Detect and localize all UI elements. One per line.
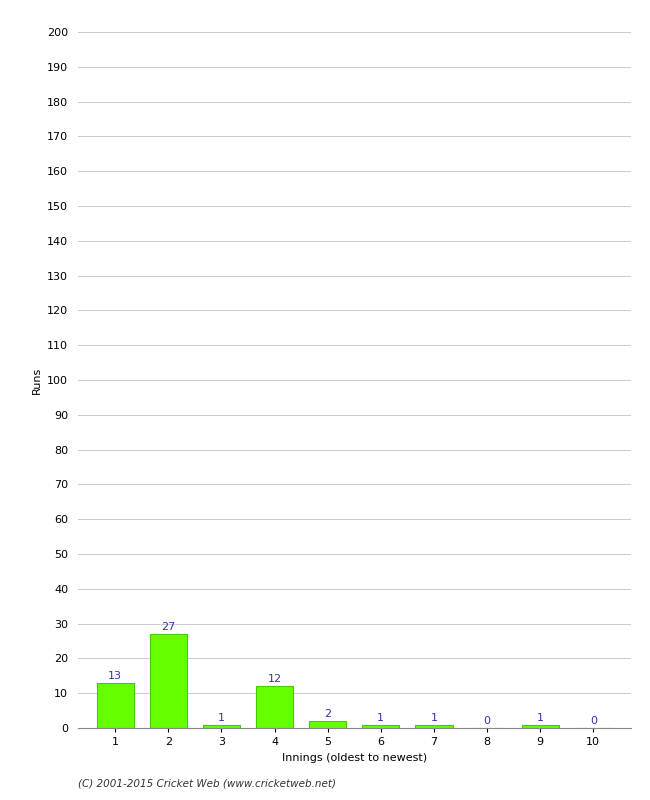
Y-axis label: Runs: Runs <box>32 366 42 394</box>
Text: 12: 12 <box>268 674 281 685</box>
Bar <box>97 682 134 728</box>
Bar <box>150 634 187 728</box>
Bar <box>415 725 452 728</box>
Text: 1: 1 <box>537 713 543 722</box>
Text: 2: 2 <box>324 710 332 719</box>
Text: 0: 0 <box>484 716 491 726</box>
Text: 27: 27 <box>161 622 176 632</box>
Bar <box>521 725 559 728</box>
Text: (C) 2001-2015 Cricket Web (www.cricketweb.net): (C) 2001-2015 Cricket Web (www.cricketwe… <box>78 778 336 788</box>
Text: 0: 0 <box>590 716 597 726</box>
Bar <box>362 725 399 728</box>
Text: 1: 1 <box>377 713 384 722</box>
Text: 1: 1 <box>430 713 437 722</box>
Text: 1: 1 <box>218 713 225 722</box>
Bar <box>309 721 346 728</box>
Text: 13: 13 <box>108 671 122 681</box>
Bar <box>256 686 293 728</box>
X-axis label: Innings (oldest to newest): Innings (oldest to newest) <box>281 753 427 762</box>
Bar <box>203 725 240 728</box>
